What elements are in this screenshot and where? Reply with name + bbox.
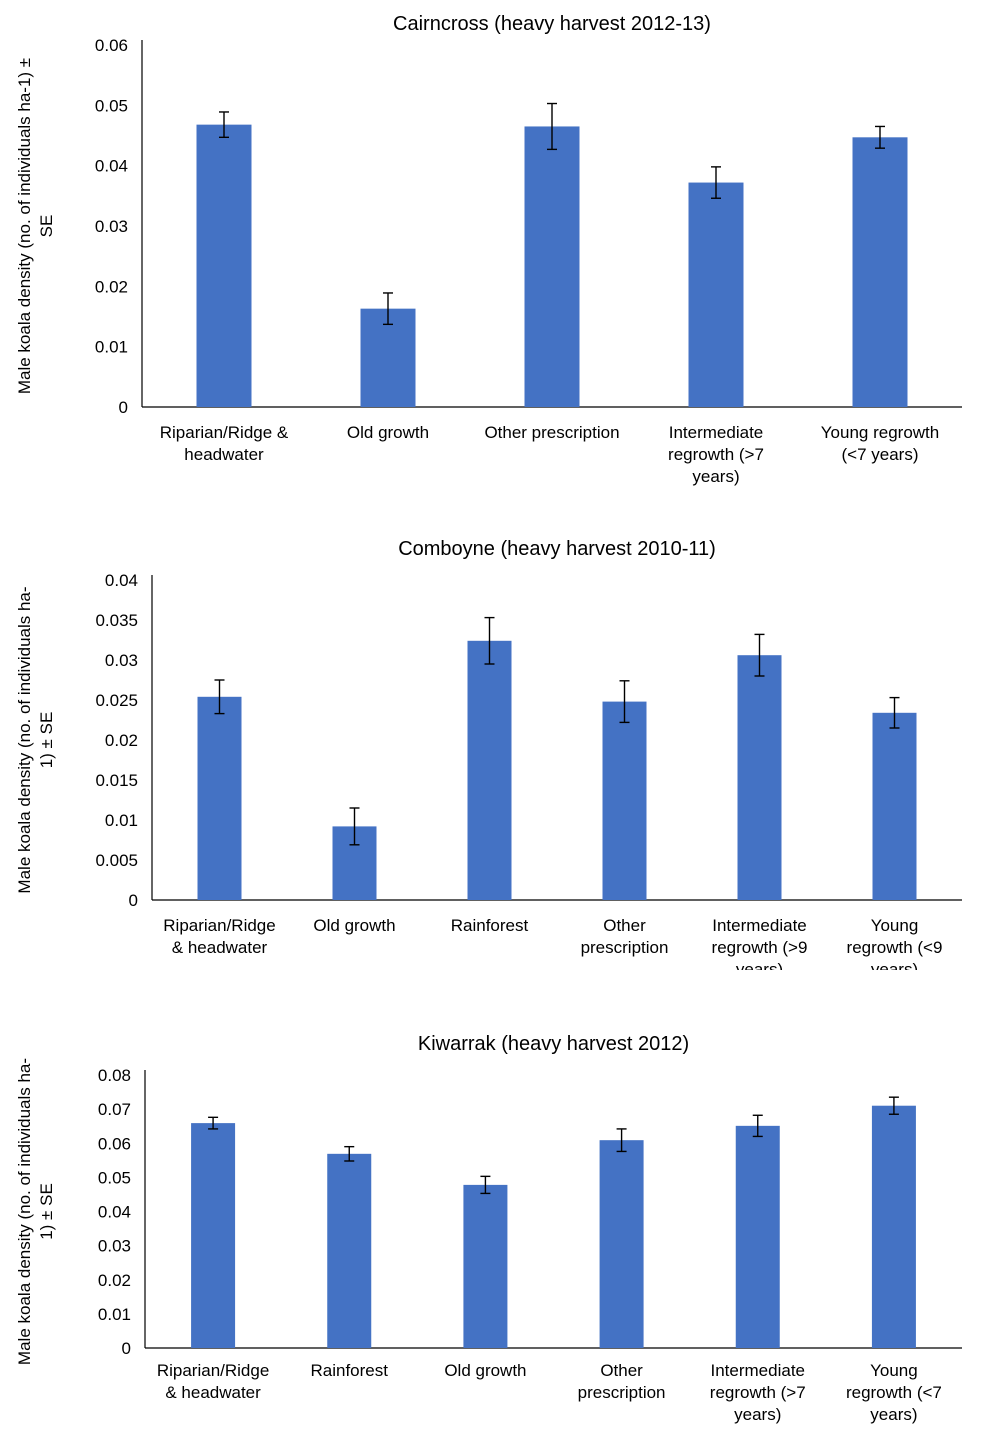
x-category-label: & headwater (172, 938, 268, 957)
chart-comboyne: Comboyne (heavy harvest 2010-11) Male koa… (0, 495, 985, 970)
chart-comboyne-svg: Comboyne (heavy harvest 2010-11) Male koa… (15, 538, 962, 970)
x-category-label: Intermediate (711, 1361, 806, 1380)
x-category-label: regrowth (<7 (846, 1383, 942, 1402)
y-tick-label: 0.05 (98, 1168, 131, 1187)
y-axis-label: 1) ± SE (37, 712, 56, 769)
x-category-label: Riparian/Ridge (157, 1361, 269, 1380)
y-tick-label: 0.01 (98, 1305, 131, 1324)
x-category-label: Other (603, 916, 646, 935)
x-category-label: regrowth (>9 (712, 938, 808, 957)
bar (688, 182, 744, 407)
y-tick-label: 0.04 (98, 1203, 131, 1222)
x-category-label: regrowth (>7 (710, 1383, 806, 1402)
x-category-label: Young regrowth (821, 423, 939, 442)
bar (852, 137, 908, 407)
y-tick-label: 0.025 (95, 691, 138, 710)
chart-kiwarrak: Kiwarrak (heavy harvest 2012) Male koala … (0, 970, 985, 1455)
bar (467, 640, 512, 900)
y-tick-label: 0.07 (98, 1100, 131, 1119)
x-category-label: Young (871, 916, 919, 935)
bar (872, 712, 917, 900)
bar (524, 126, 580, 407)
x-category-label: years) (736, 960, 783, 970)
x-category-label: Riparian/Ridge & (160, 423, 289, 442)
y-axis-label: Male koala density (no. of individuals h… (15, 58, 34, 394)
y-axis-label: 1) ± SE (37, 1183, 56, 1240)
y-tick-label: 0.04 (95, 157, 128, 176)
bar (735, 1125, 780, 1348)
bar (196, 124, 252, 407)
x-category-label: Old growth (347, 423, 429, 442)
y-axis-label: SE (37, 215, 56, 238)
x-category-label: Old growth (313, 916, 395, 935)
chart-title: Cairncross (heavy harvest 2012-13) (393, 13, 711, 35)
x-category-label: headwater (184, 445, 264, 464)
chart-title: Kiwarrak (heavy harvest 2012) (418, 1033, 689, 1055)
y-tick-label: 0 (129, 891, 138, 910)
x-category-label: Riparian/Ridge (163, 916, 275, 935)
bar (602, 701, 647, 900)
y-tick-label: 0.01 (95, 338, 128, 357)
x-category-label: regrowth (<9 (847, 938, 943, 957)
bar (737, 655, 782, 900)
x-category-label: regrowth (>7 (668, 445, 764, 464)
y-tick-label: 0 (119, 398, 128, 417)
y-tick-label: 0.04 (105, 571, 138, 590)
bar (463, 1184, 508, 1348)
y-tick-label: 0.03 (95, 217, 128, 236)
x-category-label: Intermediate (712, 916, 807, 935)
y-axis-label: Male koala density (no. of individuals h… (15, 1058, 34, 1365)
x-category-label: prescription (581, 938, 669, 957)
y-tick-label: 0.01 (105, 811, 138, 830)
chart-cairncross: Cairncross (heavy harvest 2012-13) Male k… (0, 0, 985, 495)
bar (871, 1105, 916, 1348)
y-tick-label: 0.02 (98, 1271, 131, 1290)
y-tick-label: 0.03 (98, 1237, 131, 1256)
y-tick-label: 0.015 (95, 771, 138, 790)
y-tick-label: 0.06 (98, 1134, 131, 1153)
x-category-label: Young (870, 1361, 918, 1380)
chart-cairncross-svg: Cairncross (heavy harvest 2012-13) Male k… (15, 13, 962, 486)
x-category-label: Rainforest (311, 1361, 389, 1380)
y-tick-label: 0.08 (98, 1066, 131, 1085)
x-category-label: & headwater (165, 1383, 261, 1402)
x-category-label: Intermediate (669, 423, 764, 442)
bar (327, 1153, 372, 1348)
y-axis-label: Male koala density (no. of individuals h… (15, 586, 34, 893)
y-tick-label: 0.03 (105, 651, 138, 670)
y-tick-label: 0.06 (95, 36, 128, 55)
chart-kiwarrak-svg: Kiwarrak (heavy harvest 2012) Male koala … (15, 1033, 962, 1424)
y-tick-label: 0.05 (95, 96, 128, 115)
x-category-label: Rainforest (451, 916, 529, 935)
x-category-label: years) (870, 1405, 917, 1424)
y-tick-label: 0.005 (95, 851, 138, 870)
bar (197, 696, 242, 900)
bar (599, 1140, 644, 1348)
bar (191, 1123, 236, 1348)
x-category-label: years) (692, 467, 739, 486)
x-category-label: Other prescription (484, 423, 619, 442)
x-category-label: Other (600, 1361, 643, 1380)
x-category-label: years) (871, 960, 918, 970)
y-tick-label: 0.02 (105, 731, 138, 750)
y-tick-label: 0 (122, 1339, 131, 1358)
x-category-label: prescription (578, 1383, 666, 1402)
y-tick-label: 0.035 (95, 611, 138, 630)
chart-title: Comboyne (heavy harvest 2010-11) (398, 538, 716, 560)
y-tick-label: 0.02 (95, 277, 128, 296)
x-category-label: Old growth (444, 1361, 526, 1380)
x-category-label: years) (734, 1405, 781, 1424)
x-category-label: (<7 years) (842, 445, 919, 464)
bar (360, 308, 416, 407)
